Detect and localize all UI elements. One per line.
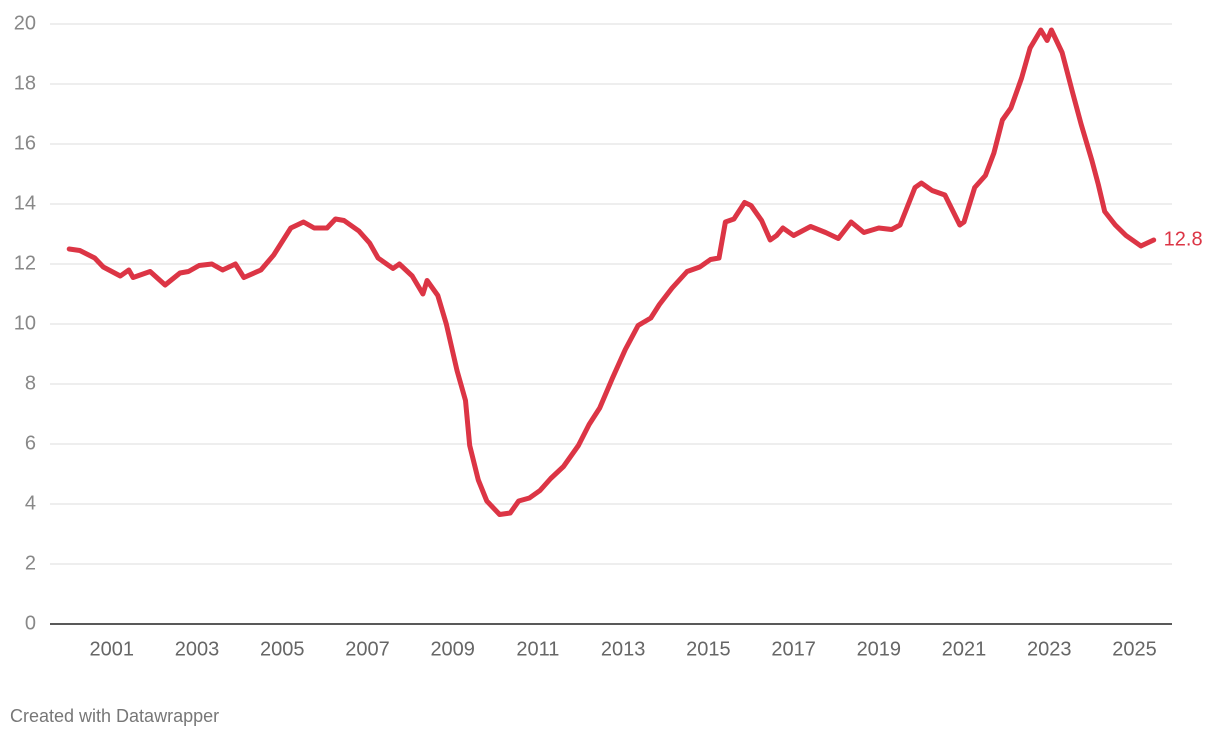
y-tick-label: 20 <box>14 12 36 34</box>
y-tick-label: 14 <box>14 192 36 214</box>
y-tick-label: 10 <box>14 312 36 334</box>
x-tick-label: 2017 <box>771 638 816 660</box>
y-tick-label: 8 <box>25 372 36 394</box>
x-tick-label: 2009 <box>430 638 475 660</box>
y-tick-label: 6 <box>25 432 36 454</box>
line <box>66 27 1157 517</box>
y-tick-label: 0 <box>25 612 36 634</box>
x-tick-label: 2007 <box>345 638 390 660</box>
x-tick-label: 2003 <box>175 638 220 660</box>
x-tick-label: 2019 <box>857 638 902 660</box>
end-value-label: 12.8 <box>1164 228 1203 250</box>
x-tick-label: 2025 <box>1112 638 1157 660</box>
x-tick-label: 2015 <box>686 638 731 660</box>
y-tick-label: 18 <box>14 72 36 94</box>
x-tick-label: 2005 <box>260 638 305 660</box>
x-tick-label: 2013 <box>601 638 646 660</box>
x-tick-label: 2011 <box>516 638 559 660</box>
credit: Created with Datawrapper <box>10 706 219 726</box>
x-tick-label: 2023 <box>1027 638 1072 660</box>
x-tick-label: 2001 <box>90 638 135 660</box>
y-tick-label: 16 <box>14 132 36 154</box>
y-tick-label: 2 <box>25 552 36 574</box>
y-tick-label: 4 <box>25 492 36 514</box>
y-tick-label: 12 <box>14 252 36 274</box>
x-tick-label: 2021 <box>942 638 987 660</box>
